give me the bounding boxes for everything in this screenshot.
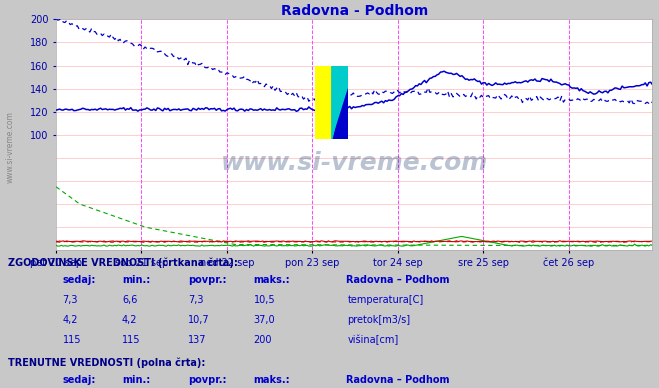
Text: 6,6: 6,6 <box>122 295 137 305</box>
Text: TRENUTNE VREDNOSTI (polna črta):: TRENUTNE VREDNOSTI (polna črta): <box>8 357 206 368</box>
Text: 200: 200 <box>254 336 272 345</box>
Text: povpr.:: povpr.: <box>188 275 226 285</box>
Text: 115: 115 <box>63 336 81 345</box>
Text: Radovna – Podhom: Radovna – Podhom <box>346 375 449 385</box>
Title: Radovna - Podhom: Radovna - Podhom <box>281 4 428 18</box>
Polygon shape <box>332 88 348 139</box>
Text: www.si-vreme.com: www.si-vreme.com <box>221 151 488 175</box>
Text: 37,0: 37,0 <box>254 315 275 325</box>
Polygon shape <box>332 66 348 139</box>
Text: 115: 115 <box>122 336 140 345</box>
Text: min.:: min.: <box>122 375 150 385</box>
Text: pretok[m3/s]: pretok[m3/s] <box>347 315 411 325</box>
Text: www.si-vreme.com: www.si-vreme.com <box>5 111 14 184</box>
Text: povpr.:: povpr.: <box>188 375 226 385</box>
Text: 4,2: 4,2 <box>63 315 78 325</box>
Text: 7,3: 7,3 <box>188 295 204 305</box>
Text: sedaj:: sedaj: <box>63 375 96 385</box>
Text: 10,5: 10,5 <box>254 295 275 305</box>
Text: temperatura[C]: temperatura[C] <box>347 295 424 305</box>
Text: 137: 137 <box>188 336 206 345</box>
Bar <box>316 66 332 139</box>
Text: ZGODOVINSKE VREDNOSTI (črtkana črta):: ZGODOVINSKE VREDNOSTI (črtkana črta): <box>8 257 238 268</box>
Text: 4,2: 4,2 <box>122 315 138 325</box>
Polygon shape <box>332 66 348 139</box>
Text: maks.:: maks.: <box>254 275 291 285</box>
Text: maks.:: maks.: <box>254 375 291 385</box>
Text: višina[cm]: višina[cm] <box>347 335 399 345</box>
Text: Radovna – Podhom: Radovna – Podhom <box>346 275 449 285</box>
Text: sedaj:: sedaj: <box>63 275 96 285</box>
Text: 10,7: 10,7 <box>188 315 210 325</box>
Text: 7,3: 7,3 <box>63 295 78 305</box>
Text: min.:: min.: <box>122 275 150 285</box>
